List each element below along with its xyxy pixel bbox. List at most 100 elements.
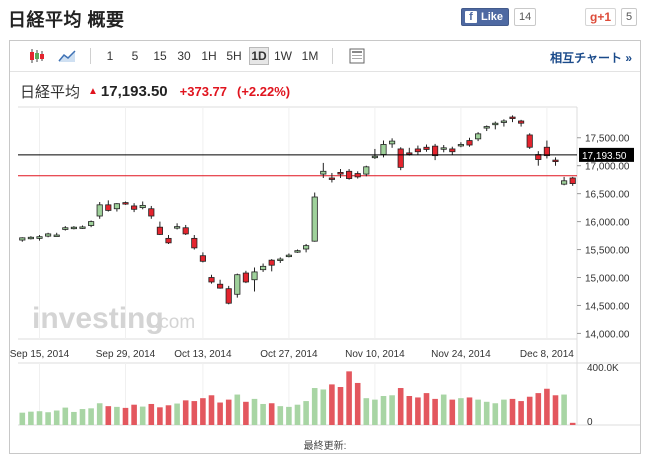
candle-up [380, 144, 387, 155]
volume-bar-down [354, 382, 361, 425]
candle-down [122, 202, 129, 205]
volume-bar-up [492, 403, 499, 425]
volume-bar-down [329, 384, 335, 425]
volume-bar-up [320, 389, 327, 425]
candle-down [242, 272, 249, 283]
volume-bar-down [157, 407, 163, 425]
candle-up [492, 122, 499, 126]
period-button-1h[interactable]: 1H [201, 49, 217, 63]
investing-watermark-suffix: .com [154, 312, 195, 333]
x-tick-label: Sep 29, 2014 [96, 349, 156, 360]
candle-down [182, 227, 189, 235]
volume-bar-down [217, 402, 223, 425]
facebook-icon: f [465, 11, 477, 23]
x-tick-label: Sep 15, 2014 [10, 349, 70, 360]
volume-bar-up [174, 403, 180, 425]
line-chart-icon[interactable] [56, 47, 78, 65]
candle-up [36, 236, 43, 239]
period-button-15[interactable]: 15 [153, 49, 167, 63]
period-button-5[interactable]: 5 [131, 49, 139, 63]
facebook-like-label: Like [481, 11, 504, 23]
last-updated-label: 最終更新: [303, 441, 347, 452]
period-button-1m[interactable]: 1M [301, 49, 319, 63]
data-table-icon[interactable] [347, 47, 367, 65]
volume-bar-down [449, 399, 456, 425]
candle-down [105, 204, 112, 211]
candle-down [518, 120, 525, 124]
google-plus-button[interactable]: g+1 [585, 8, 617, 26]
candle-down [552, 159, 559, 163]
volume-bar-down [415, 397, 421, 425]
volume-bar-up [88, 408, 94, 425]
volume-bar-down [208, 395, 215, 425]
price-change-percent: (+2.22%) [237, 83, 291, 99]
x-tick-label: Nov 24, 2014 [431, 349, 491, 360]
volume-bar-down [518, 401, 524, 425]
volume-tick-label: 400.0K [587, 363, 619, 374]
period-button-1w[interactable]: 1W [274, 49, 292, 63]
volume-bar-up [458, 398, 464, 425]
volume-bar-down [397, 388, 404, 425]
candle-up [475, 133, 482, 140]
candle-up [294, 250, 301, 253]
volume-bar-up [19, 412, 26, 425]
candle-down [432, 145, 439, 157]
y-tick-label: 14,500.00 [585, 301, 630, 312]
volume-bar-down [225, 399, 232, 425]
volume-bar-down [346, 371, 352, 425]
volume-bar-down [148, 403, 155, 425]
candle-down [165, 237, 172, 244]
candle-up [70, 226, 77, 230]
candle-down [543, 146, 550, 157]
candle-up [371, 155, 378, 159]
volume-bar-down [182, 400, 189, 425]
candle-up [260, 265, 267, 271]
period-button-5h[interactable]: 5H [226, 49, 242, 63]
volume-bar-up [71, 411, 77, 425]
volume-bar-up [303, 401, 309, 425]
candle-up [45, 233, 52, 237]
candle-down [569, 177, 576, 184]
x-tick-label: Oct 13, 2014 [174, 349, 232, 360]
volume-bar-down [544, 388, 550, 425]
volume-bar-up [380, 396, 387, 425]
period-button-1d[interactable]: 1D [249, 47, 269, 65]
candle-down [466, 140, 473, 146]
facebook-like-button[interactable]: f Like [461, 8, 510, 26]
volume-bar-down [131, 404, 137, 425]
candle-down [414, 148, 421, 153]
volume-bar-up [260, 403, 266, 425]
candlestick-icon[interactable] [26, 47, 48, 65]
candle-up [251, 271, 258, 281]
google-plus-widget[interactable]: g+1 5 [585, 8, 638, 26]
price-chart[interactable]: 17,500.00 17,000.00 16,500.00 16,000.00 15,5… [10, 41, 640, 453]
volume-bar-down [466, 397, 473, 425]
y-tick-label: 15,500.00 [585, 246, 630, 257]
volume-bar-down [406, 396, 413, 425]
candle-up [234, 274, 241, 295]
candle-up [174, 226, 181, 229]
candle-up [27, 236, 34, 240]
period-button-1[interactable]: 1 [106, 49, 114, 63]
candle-down [131, 205, 138, 210]
facebook-like-widget[interactable]: f Like 14 [461, 8, 537, 26]
candle-up [457, 144, 464, 147]
candle-down [354, 173, 361, 178]
candle-down [156, 226, 163, 235]
related-chart-link[interactable]: 相互チャート » [550, 51, 632, 65]
volume-bar-down [122, 407, 129, 425]
candle-up [320, 170, 327, 175]
last-price: 17,193.50 [100, 82, 168, 100]
volume-bar-up [62, 407, 69, 425]
x-tick-label: Oct 27, 2014 [260, 349, 318, 360]
volume-bar-up [139, 406, 146, 425]
candle-down [268, 259, 275, 266]
volume-bar-up [28, 411, 34, 425]
candle-down [346, 170, 353, 179]
volume-bar-up [440, 394, 447, 425]
volume-bar-up [483, 401, 490, 425]
candle-up [62, 227, 69, 230]
price-change: +373.77 [179, 83, 228, 99]
period-button-30[interactable]: 30 [177, 49, 191, 63]
volume-bar-down [569, 422, 576, 425]
